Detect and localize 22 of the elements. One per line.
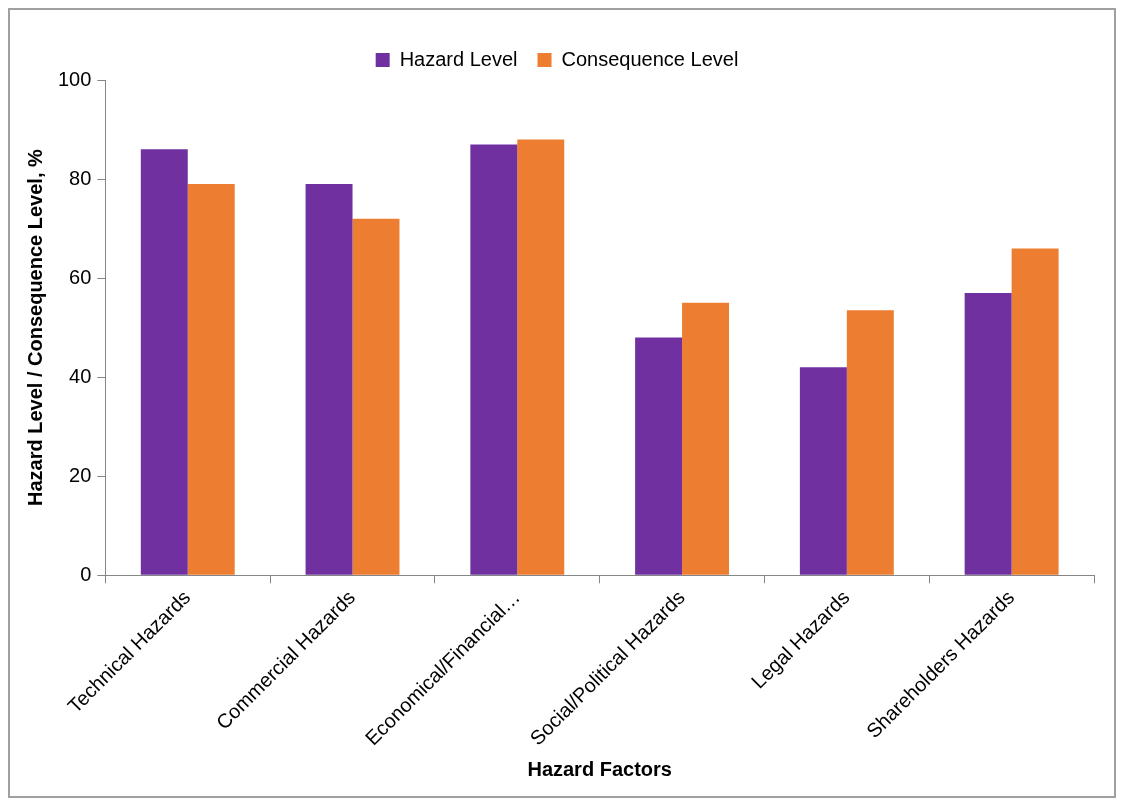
bar bbox=[517, 139, 565, 575]
bar bbox=[470, 144, 518, 575]
bar bbox=[846, 310, 894, 575]
bar bbox=[140, 149, 188, 575]
bar bbox=[1011, 248, 1059, 575]
bar bbox=[682, 302, 730, 575]
y-tick-label: 40 bbox=[69, 364, 92, 387]
y-tick-label: 100 bbox=[57, 67, 92, 90]
x-axis-title: Hazard Factors bbox=[527, 757, 672, 780]
bar bbox=[187, 184, 235, 575]
legend-label: Consequence Level bbox=[561, 47, 739, 70]
bar bbox=[352, 218, 400, 575]
bar bbox=[799, 367, 847, 575]
y-tick-label: 80 bbox=[69, 166, 92, 189]
bar bbox=[964, 292, 1012, 575]
y-axis-title: Hazard Level / Consequence Level, % bbox=[23, 149, 46, 507]
y-tick-label: 20 bbox=[69, 463, 92, 486]
bar bbox=[305, 184, 353, 575]
bar bbox=[635, 337, 683, 575]
y-tick-label: 0 bbox=[80, 562, 92, 585]
y-tick-label: 60 bbox=[69, 265, 92, 288]
legend-label: Hazard Level bbox=[399, 47, 518, 70]
